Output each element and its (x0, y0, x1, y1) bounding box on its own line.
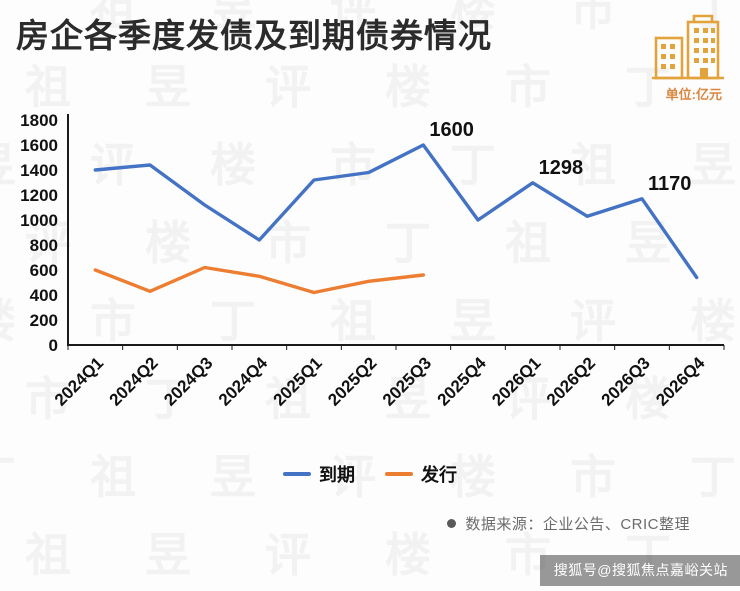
svg-text:600: 600 (30, 261, 58, 280)
svg-text:1400: 1400 (20, 161, 58, 180)
legend-label-maturity: 到期 (319, 465, 355, 485)
svg-text:1800: 1800 (20, 111, 58, 130)
svg-text:2025Q1: 2025Q1 (270, 353, 326, 409)
svg-text:2024Q2: 2024Q2 (106, 353, 162, 409)
svg-text:2026Q2: 2026Q2 (543, 353, 599, 409)
svg-text:2026Q3: 2026Q3 (598, 353, 654, 409)
legend-item-issuance: 发行 (385, 461, 457, 487)
svg-text:1200: 1200 (20, 186, 58, 205)
legend-label-issuance: 发行 (421, 465, 457, 485)
svg-text:1298: 1298 (539, 157, 584, 179)
svg-text:2026Q1: 2026Q1 (488, 353, 544, 409)
watermark-badge: 搜狐号@搜狐焦点嘉峪关站 (539, 555, 740, 586)
page-title: 房企各季度发债及到期债券情况 (16, 17, 492, 54)
svg-text:2026Q4: 2026Q4 (652, 353, 709, 410)
svg-text:2025Q2: 2025Q2 (324, 353, 380, 409)
svg-text:1600: 1600 (20, 136, 58, 155)
svg-text:2025Q4: 2025Q4 (434, 353, 491, 410)
svg-text:2024Q3: 2024Q3 (160, 353, 216, 409)
svg-text:2024Q1: 2024Q1 (51, 353, 107, 409)
svg-text:400: 400 (30, 286, 58, 305)
svg-text:0: 0 (49, 336, 58, 355)
svg-text:1600: 1600 (429, 119, 474, 141)
svg-text:1000: 1000 (20, 211, 58, 230)
source-row: 数据来源：企业公告、CRIC整理 (0, 513, 740, 534)
legend-swatch-issuance (385, 472, 413, 476)
legend-item-maturity: 到期 (283, 461, 355, 487)
svg-text:2024Q4: 2024Q4 (215, 353, 272, 410)
source-bullet-icon (447, 519, 457, 528)
header: 房企各季度发债及到期债券情况 (0, 0, 740, 82)
svg-text:1170: 1170 (648, 173, 691, 195)
svg-text:2025Q3: 2025Q3 (379, 353, 435, 409)
chart-legend: 到期 发行 (0, 461, 740, 487)
svg-text:200: 200 (30, 311, 58, 330)
building-icon (652, 14, 724, 80)
legend-swatch-maturity (283, 472, 311, 476)
unit-label: 单位:亿元 (665, 87, 722, 102)
line-chart: 0200400600800100012001400160018002024Q12… (20, 111, 725, 410)
svg-text:800: 800 (30, 236, 58, 255)
source-text: 数据来源：企业公告、CRIC整理 (465, 516, 690, 533)
